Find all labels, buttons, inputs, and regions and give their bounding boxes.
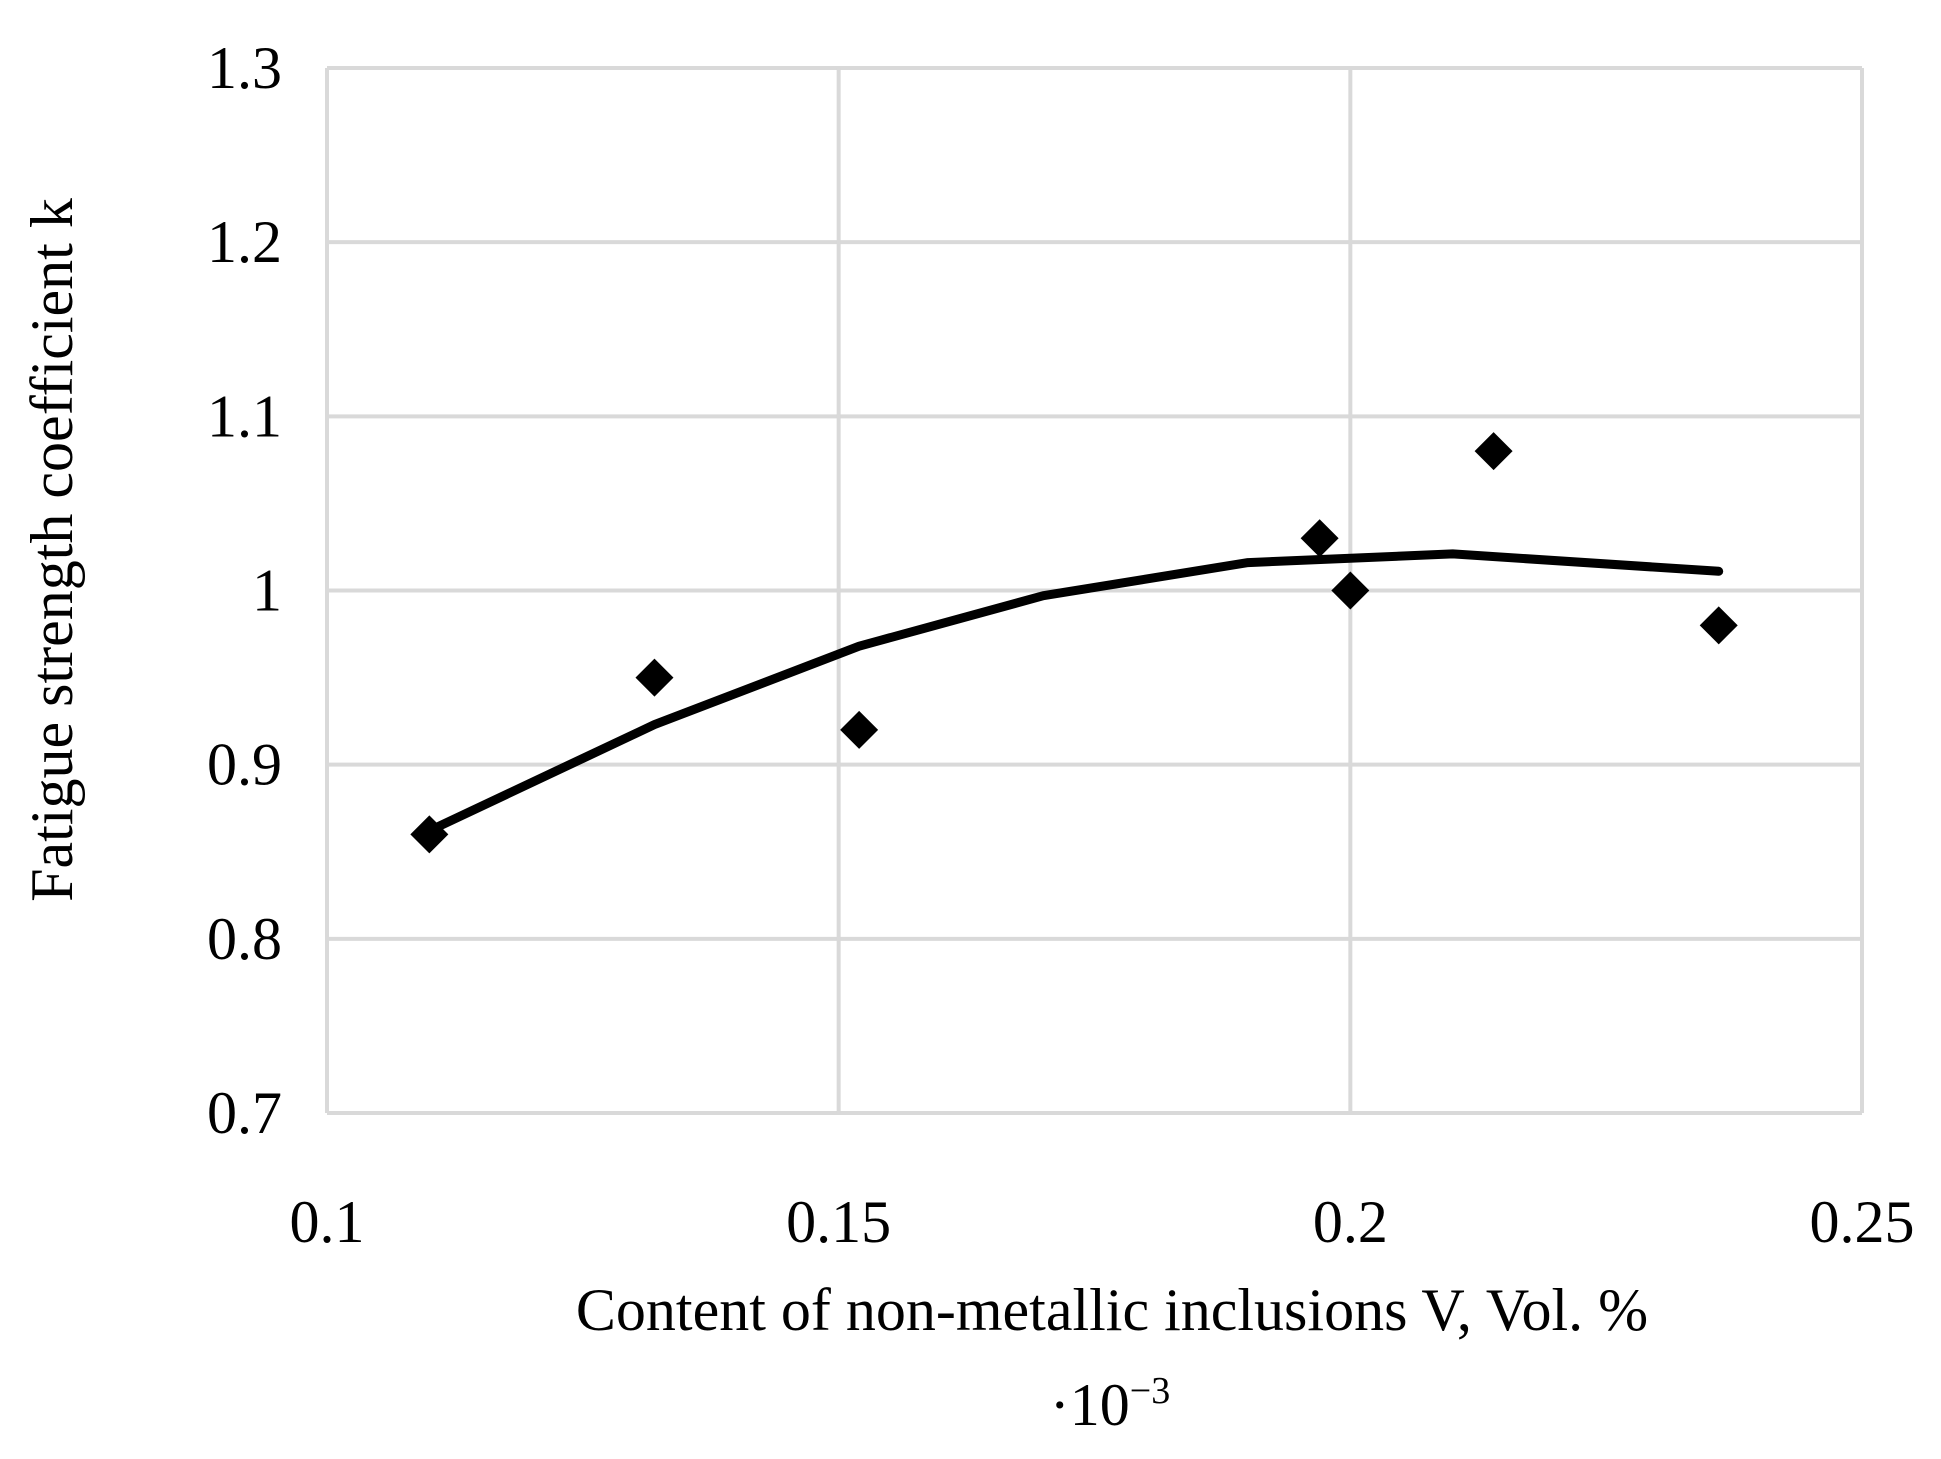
x-axis-title: Content of non-metallic inclusions V, Vo… bbox=[576, 1277, 1648, 1343]
data-point-diamond bbox=[840, 710, 879, 749]
y-tick-label: 1.1 bbox=[207, 383, 282, 449]
x-axis-title-scale: ·10−3 bbox=[1050, 1370, 1170, 1438]
x-axis-scale-exponent: −3 bbox=[1130, 1370, 1170, 1412]
y-tick-label: 0.8 bbox=[207, 906, 282, 972]
data-point-diamond bbox=[635, 658, 674, 697]
y-tick-label: 1.2 bbox=[207, 209, 282, 275]
trendline-group bbox=[424, 549, 1724, 836]
data-point-diamond bbox=[1699, 606, 1738, 645]
data-point-diamond bbox=[1300, 519, 1339, 558]
x-tick-label: 0.1 bbox=[290, 1189, 365, 1255]
y-tick-label: 1.3 bbox=[207, 35, 282, 101]
y-tick-label: 0.7 bbox=[207, 1080, 282, 1146]
grid bbox=[325, 66, 1864, 1115]
data-point-diamond bbox=[1331, 571, 1370, 610]
x-axis-scale-prefix: ·10 bbox=[1050, 1372, 1130, 1438]
y-tick-label: 1 bbox=[252, 558, 282, 624]
y-axis-title: Fatigue strength coefficient k bbox=[19, 198, 85, 902]
x-tick-label: 0.2 bbox=[1313, 1189, 1388, 1255]
y-tick-label: 0.9 bbox=[207, 732, 282, 798]
x-tick-label: 0.25 bbox=[1810, 1189, 1915, 1255]
data-points bbox=[410, 432, 1738, 854]
x-axis-ticks: 0.1 0.15 0.2 0.25 bbox=[290, 1189, 1915, 1255]
x-tick-label: 0.15 bbox=[786, 1189, 891, 1255]
data-point-diamond bbox=[410, 815, 449, 854]
data-point-diamond bbox=[1474, 432, 1513, 471]
y-axis-ticks: 0.7 0.8 0.9 1 1.1 1.2 1.3 bbox=[207, 35, 282, 1146]
trendline bbox=[424, 549, 1724, 836]
